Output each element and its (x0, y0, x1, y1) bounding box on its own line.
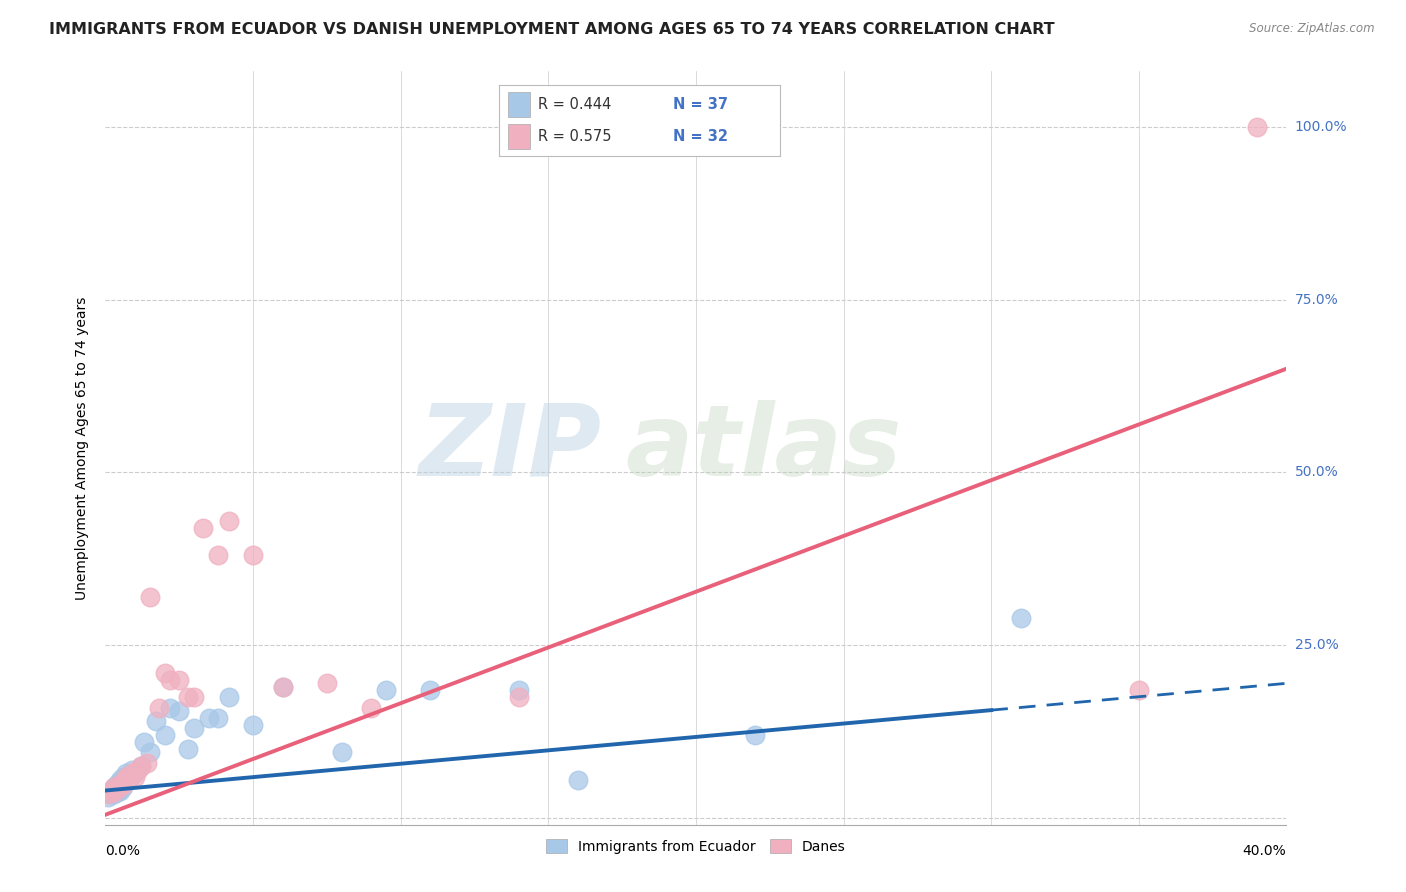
Point (110, 773, 132, 788)
Point (218, 514, 240, 528)
Bar (508, 124, 530, 149)
Point (100, 783, 122, 797)
Text: N = 37: N = 37 (673, 96, 728, 112)
Text: Source: ZipAtlas.com: Source: ZipAtlas.com (1250, 22, 1375, 36)
Y-axis label: Unemployment Among Ages 65 to 74 years: Unemployment Among Ages 65 to 74 years (76, 296, 90, 600)
Point (110, 783, 132, 797)
Point (105, 785, 128, 799)
Point (129, 759, 152, 773)
Point (419, 683, 441, 698)
Point (110, 776, 132, 790)
Point (191, 521, 214, 535)
Point (567, 773, 589, 788)
Point (315, 676, 337, 690)
Point (115, 773, 138, 788)
Point (508, 690, 530, 705)
Point (159, 673, 181, 687)
Text: R = 0.575: R = 0.575 (538, 128, 612, 144)
Point (124, 766, 146, 780)
Point (105, 782, 128, 797)
Point (121, 766, 143, 780)
Point (148, 700, 170, 714)
Point (103, 780, 125, 794)
Point (97, 787, 120, 801)
Text: 0.0%: 0.0% (105, 844, 141, 858)
Point (135, 756, 157, 770)
Point (153, 728, 176, 742)
Point (124, 770, 146, 784)
Point (197, 711, 219, 725)
Point (271, 680, 294, 694)
Point (207, 549, 229, 563)
Point (115, 773, 138, 788)
Point (242, 549, 264, 563)
Point (129, 759, 152, 773)
Point (218, 690, 240, 705)
Point (169, 704, 191, 718)
Point (105, 776, 128, 790)
Text: 75.0%: 75.0% (1295, 293, 1339, 307)
Point (100, 783, 122, 797)
Text: IMMIGRANTS FROM ECUADOR VS DANISH UNEMPLOYMENT AMONG AGES 65 TO 74 YEARS CORRELA: IMMIGRANTS FROM ECUADOR VS DANISH UNEMPL… (49, 22, 1054, 37)
Point (112, 780, 135, 794)
Point (207, 711, 229, 725)
Text: 50.0%: 50.0% (1295, 466, 1339, 479)
Point (103, 780, 125, 794)
Text: 100.0%: 100.0% (1295, 120, 1347, 134)
Point (1010, 610, 1032, 624)
Point (508, 683, 530, 698)
Point (132, 735, 155, 749)
Bar (508, 92, 530, 117)
Point (242, 718, 264, 732)
Text: 40.0%: 40.0% (1243, 844, 1286, 858)
Point (177, 690, 200, 705)
Text: R = 0.444: R = 0.444 (538, 96, 612, 112)
Point (138, 590, 162, 604)
Point (330, 746, 353, 760)
Point (183, 690, 205, 705)
Point (169, 673, 191, 687)
Legend: Immigrants from Ecuador, Danes: Immigrants from Ecuador, Danes (541, 834, 851, 860)
Point (360, 700, 382, 714)
Point (100, 787, 122, 801)
Point (183, 721, 205, 735)
Point (374, 683, 398, 698)
Point (744, 728, 766, 742)
Text: 25.0%: 25.0% (1295, 639, 1339, 652)
Point (145, 714, 167, 729)
Point (153, 665, 176, 680)
Point (177, 742, 200, 756)
Point (118, 773, 141, 788)
Point (1128, 683, 1150, 698)
Text: atlas: atlas (626, 400, 901, 497)
Point (1246, 120, 1268, 134)
Text: ZIP: ZIP (419, 400, 602, 497)
Point (159, 700, 181, 714)
Point (112, 778, 135, 792)
Point (115, 766, 138, 780)
Point (127, 763, 149, 777)
Point (121, 763, 143, 777)
Text: N = 32: N = 32 (673, 128, 728, 144)
Point (115, 770, 138, 784)
Point (97, 790, 120, 805)
Point (103, 785, 125, 799)
Point (271, 680, 294, 694)
Point (112, 770, 135, 784)
Point (103, 787, 125, 801)
Point (118, 770, 141, 784)
Point (138, 746, 162, 760)
